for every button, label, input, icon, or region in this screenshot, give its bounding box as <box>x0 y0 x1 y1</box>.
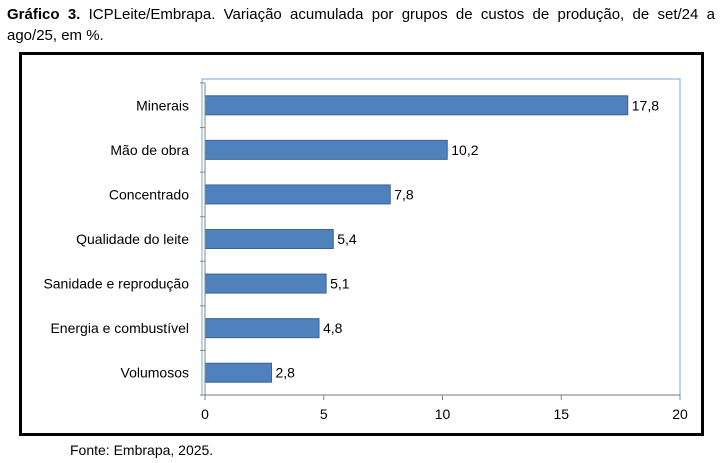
category-label: Energia e combustível <box>50 320 189 336</box>
x-tick-label: 5 <box>320 406 328 422</box>
chart-frame: 17,8 10,2 7,8 5,4 5,1 4,8 2,8 Minerais Mão de o… <box>19 52 704 436</box>
bar-5 <box>204 273 327 294</box>
bar-4 <box>204 229 334 249</box>
category-label: Volumosos <box>121 365 189 381</box>
category-label: Minerais <box>136 97 189 113</box>
x-tick-label: 0 <box>201 406 209 422</box>
data-label: 2,8 <box>276 365 296 381</box>
data-label: 5,4 <box>337 231 357 247</box>
caption-text: ICPLeite/Embrapa. Variação acumulada por… <box>7 6 715 44</box>
data-label: 4,8 <box>323 320 343 336</box>
bar-2 <box>204 139 448 160</box>
caption-label: Gráfico 3. <box>7 6 81 23</box>
data-label: 5,1 <box>330 276 350 292</box>
bar-6 <box>204 318 320 339</box>
bar-3 <box>204 184 391 205</box>
data-label: 17,8 <box>632 97 659 113</box>
category-label: Sanidade e reprodução <box>43 276 189 292</box>
category-label: Qualidade do leite <box>76 231 189 247</box>
bar-chart: 17,8 10,2 7,8 5,4 5,1 4,8 2,8 Minerais Mão de o… <box>43 78 688 422</box>
bar-7 <box>204 362 272 383</box>
x-tick-label: 20 <box>672 406 688 422</box>
data-label: 7,8 <box>394 186 414 202</box>
category-label: Concentrado <box>109 186 189 202</box>
category-label: Mão de obra <box>110 142 189 158</box>
x-tick-label: 15 <box>553 406 569 422</box>
bar-1 <box>204 95 629 116</box>
data-label: 10,2 <box>451 142 478 158</box>
x-tick-label: 10 <box>435 406 451 422</box>
chart-caption: Gráfico 3. ICPLeite/Embrapa. Variação ac… <box>7 4 715 46</box>
source-note: Fonte: Embrapa, 2025. <box>70 442 214 458</box>
